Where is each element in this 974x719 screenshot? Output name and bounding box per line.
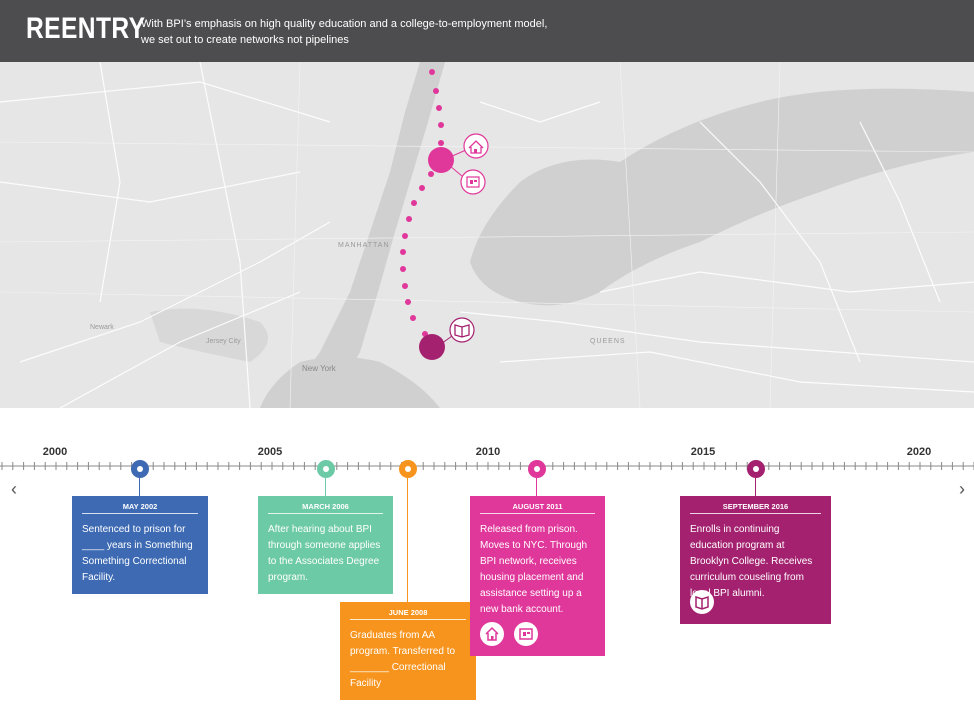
- book-icon: [690, 590, 714, 614]
- event-card-june-2008[interactable]: JUNE 2008 Graduates from AA program. Tra…: [340, 602, 476, 700]
- event-description: Released from prison. Moves to NYC. Thro…: [480, 524, 588, 615]
- event-date: MARCH 2006: [268, 496, 383, 514]
- map-book-icon: [449, 317, 475, 343]
- connector: [536, 478, 537, 496]
- bronx-location-marker: [428, 147, 454, 173]
- map-bank-icon: [460, 169, 486, 195]
- event-card-may-2002[interactable]: MAY 2002 Sentenced to prison for ____ ye…: [72, 496, 208, 594]
- event-date: AUGUST 2011: [480, 496, 595, 514]
- connector: [407, 478, 408, 602]
- event-card-march-2006[interactable]: MARCH 2006 After hearing about BPI throu…: [258, 496, 393, 594]
- map-house-icon: [463, 133, 489, 159]
- year-label: 2010: [475, 446, 501, 458]
- bank-icon: [514, 622, 538, 646]
- connector: [139, 478, 140, 496]
- header-bar: REENTRY With BPI’s emphasis on high qual…: [0, 0, 974, 62]
- event-description: Sentenced to prison for ____ years in So…: [82, 524, 193, 583]
- prev-arrow-icon[interactable]: ‹: [11, 479, 17, 499]
- event-card-august-2011[interactable]: AUGUST 2011 Released from prison. Moves …: [470, 496, 605, 656]
- event-date: JUNE 2008: [350, 602, 466, 620]
- next-arrow-icon[interactable]: ›: [959, 479, 965, 499]
- event-description: After hearing about BPI through someone …: [268, 524, 381, 583]
- map-label-jersey-city: Jersey City: [206, 338, 241, 345]
- year-label: 2020: [906, 446, 932, 458]
- map-label-new-york: New York: [302, 364, 336, 373]
- year-label: 2015: [690, 446, 716, 458]
- map-canvas: [0, 62, 974, 408]
- map-label-newark: Newark: [90, 324, 114, 331]
- page-subtitle: With BPI’s emphasis on high quality educ…: [141, 18, 548, 46]
- year-label: 2005: [257, 446, 283, 458]
- connector: [755, 478, 756, 496]
- event-card-september-2016[interactable]: SEPTEMBER 2016 Enrolls in continuing edu…: [680, 496, 831, 624]
- connector: [325, 478, 326, 496]
- year-label: 2000: [42, 446, 68, 458]
- brooklyn-location-marker: [419, 334, 445, 360]
- event-description: Enrolls in continuing education program …: [690, 524, 813, 599]
- map-label-manhattan: MANHATTAN: [338, 242, 390, 249]
- map-label-queens: QUEENS: [590, 338, 626, 345]
- page-title: REENTRY: [26, 12, 146, 45]
- event-date: SEPTEMBER 2016: [690, 496, 821, 514]
- timeline-axis: [0, 460, 974, 478]
- event-date: MAY 2002: [82, 496, 198, 514]
- house-icon: [480, 622, 504, 646]
- map-view[interactable]: MANHATTAN New York Jersey City Newark QU…: [0, 62, 974, 408]
- event-description: Graduates from AA program. Transferred t…: [350, 630, 456, 689]
